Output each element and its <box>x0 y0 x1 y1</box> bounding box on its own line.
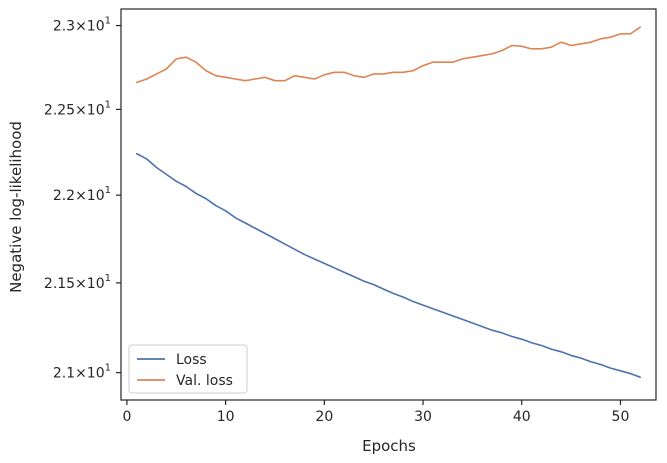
y-tick-label: 2.1×101 <box>53 363 111 382</box>
plot-frame <box>120 8 657 401</box>
plot-area <box>135 26 642 378</box>
x-tick-label: 30 <box>414 409 432 425</box>
series-line-1 <box>135 152 642 378</box>
x-tick-label: 10 <box>217 409 235 425</box>
y-tick-label: 2.25×101 <box>44 99 111 118</box>
x-tick-label: 40 <box>513 409 531 425</box>
series-line-2 <box>135 26 642 84</box>
legend-box <box>128 344 248 394</box>
y-tick-label: 2.2×101 <box>53 185 111 204</box>
legend-label: Loss <box>176 352 207 368</box>
y-tick-label: 2.15×101 <box>44 273 111 292</box>
y-tick-label: 2.3×101 <box>53 16 111 35</box>
legend: Loss Val. loss <box>128 344 248 394</box>
y-axis-label: Negative log-likelihood <box>7 121 25 293</box>
x-tick-label: 50 <box>612 409 630 425</box>
x-axis-label: Epochs <box>362 437 416 455</box>
x-tick-label: 0 <box>122 409 131 425</box>
x-tick-label: 20 <box>315 409 333 425</box>
legend-label: Val. loss <box>176 373 233 389</box>
axes: 0 10 20 30 40 50 2.1×101 2.15×101 2.2×101 2.25×10… <box>44 8 657 425</box>
